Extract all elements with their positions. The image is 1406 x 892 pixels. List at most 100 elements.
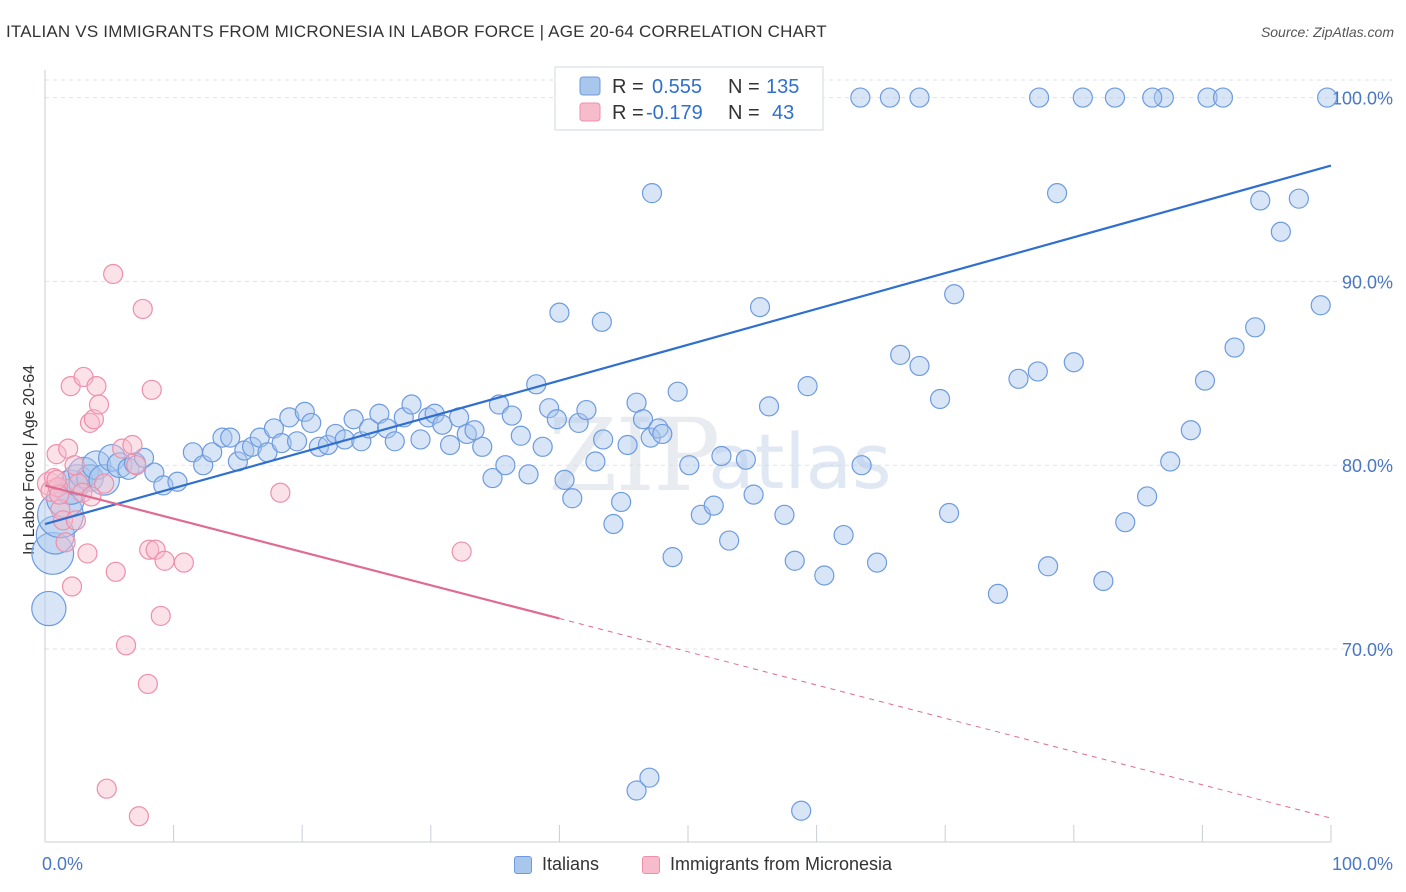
series-micronesia xyxy=(36,263,472,827)
trendlines xyxy=(44,164,1332,819)
italians-point xyxy=(510,425,531,446)
italians-point xyxy=(641,183,663,204)
y-tick-label: 80.0% xyxy=(1342,456,1393,476)
x-tick-label: 100.0% xyxy=(1332,854,1393,874)
italians-point xyxy=(271,433,292,454)
italians-point xyxy=(1317,87,1338,108)
italians-point xyxy=(439,434,461,456)
italians-point xyxy=(35,515,75,555)
italians-point xyxy=(1270,221,1291,242)
micronesia-point xyxy=(96,778,117,799)
italians-point xyxy=(1197,87,1218,108)
italians-point xyxy=(1063,352,1084,373)
y-tick-label: 100.0% xyxy=(1332,89,1393,109)
italians-point xyxy=(703,495,724,516)
italians-point xyxy=(1180,420,1201,441)
italians-point xyxy=(568,412,589,434)
legend-n-value-1: 135 xyxy=(766,76,799,98)
italians-point xyxy=(585,451,606,472)
chart-title: ITALIAN VS IMMIGRANTS FROM MICRONESIA IN… xyxy=(6,22,827,41)
italians-point xyxy=(797,376,818,397)
micronesia-point xyxy=(451,541,472,562)
legend-r-value-2: -0.179 xyxy=(646,102,703,124)
italians-point xyxy=(749,297,771,318)
micronesia-point xyxy=(126,455,147,476)
italians-point xyxy=(482,467,503,489)
italians-point xyxy=(1137,486,1158,507)
chart-source: Source: ZipAtlas.com xyxy=(1260,24,1394,40)
y-tick-label: 90.0% xyxy=(1342,272,1393,292)
micronesia-trendline-dashed xyxy=(559,618,1332,819)
italians-point xyxy=(850,87,871,108)
italians-point xyxy=(495,455,516,476)
italians-point xyxy=(944,284,965,305)
italians-point xyxy=(31,590,67,627)
bottom-legend-micronesia: Immigrants from Micronesia xyxy=(642,854,892,875)
italians-point xyxy=(617,434,638,456)
italians-point xyxy=(851,455,872,476)
micronesia-point xyxy=(132,298,153,320)
italians-point xyxy=(518,464,539,485)
italians-point xyxy=(220,427,241,448)
italians-point xyxy=(909,355,930,377)
y-axis-title: In Labor Force | Age 20-64 xyxy=(21,365,38,555)
italians-point xyxy=(1046,183,1068,204)
italians-point xyxy=(202,442,223,463)
italians-point xyxy=(1310,295,1331,316)
micronesia-point xyxy=(88,394,110,415)
series-italians xyxy=(31,87,1338,821)
micronesia-point xyxy=(150,605,171,627)
italians-point xyxy=(1008,368,1029,389)
y-tick-label: 70.0% xyxy=(1342,640,1393,660)
italians-point xyxy=(929,388,951,410)
micronesia-point xyxy=(141,379,162,400)
italians-point xyxy=(909,87,930,108)
legend-n-label-1: N = xyxy=(728,76,760,98)
micronesia-point xyxy=(61,576,83,597)
x-tick-labels: 0.0% 100.0% xyxy=(42,854,1393,874)
italians-point xyxy=(464,420,485,441)
watermark-atlas: atlas xyxy=(708,417,892,506)
italians-point xyxy=(88,464,120,496)
italians-point xyxy=(758,396,780,417)
italians-point xyxy=(286,431,308,452)
italians-point xyxy=(784,550,805,571)
axes xyxy=(44,70,1332,843)
italians-point xyxy=(133,447,155,468)
italians-point xyxy=(279,407,300,428)
micronesia-point xyxy=(55,532,76,553)
italians-point xyxy=(343,409,364,430)
micronesia-point xyxy=(154,550,175,571)
legend-r-label-1: R = xyxy=(612,76,644,98)
y-tick-labels: 100.0% 90.0% 80.0% 70.0% xyxy=(1332,89,1393,660)
micronesia-point xyxy=(77,543,98,564)
micronesia-point xyxy=(139,539,160,560)
italians-point xyxy=(576,399,597,421)
italians-point xyxy=(735,449,756,470)
micronesia-point xyxy=(103,263,124,285)
micronesia-point xyxy=(86,376,107,397)
italians-point xyxy=(1212,87,1234,108)
italians-point xyxy=(711,445,732,467)
italians-point xyxy=(294,401,315,422)
italians-point xyxy=(879,87,901,108)
micronesia-point xyxy=(173,552,194,573)
italians-point xyxy=(833,524,854,546)
italians-point xyxy=(679,455,700,476)
italians-point xyxy=(1160,451,1181,472)
italians-point xyxy=(639,767,660,788)
italians-point xyxy=(632,409,654,430)
legend-n-label-2: N = xyxy=(728,102,760,124)
italians-point xyxy=(410,429,431,450)
bottom-legend-italians-label: Italians xyxy=(542,854,600,874)
italians-point xyxy=(743,484,764,505)
italians-point xyxy=(301,412,322,434)
italians-point xyxy=(791,800,812,821)
micronesia-trendline-solid xyxy=(44,484,560,620)
italians-point xyxy=(81,450,112,481)
italians-point xyxy=(662,546,683,568)
italians-point xyxy=(1072,87,1093,108)
italians-point xyxy=(1093,570,1114,592)
micronesia-point xyxy=(115,635,137,656)
